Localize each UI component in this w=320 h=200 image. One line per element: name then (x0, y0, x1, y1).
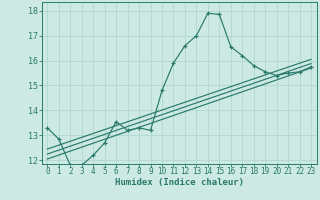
X-axis label: Humidex (Indice chaleur): Humidex (Indice chaleur) (115, 178, 244, 187)
